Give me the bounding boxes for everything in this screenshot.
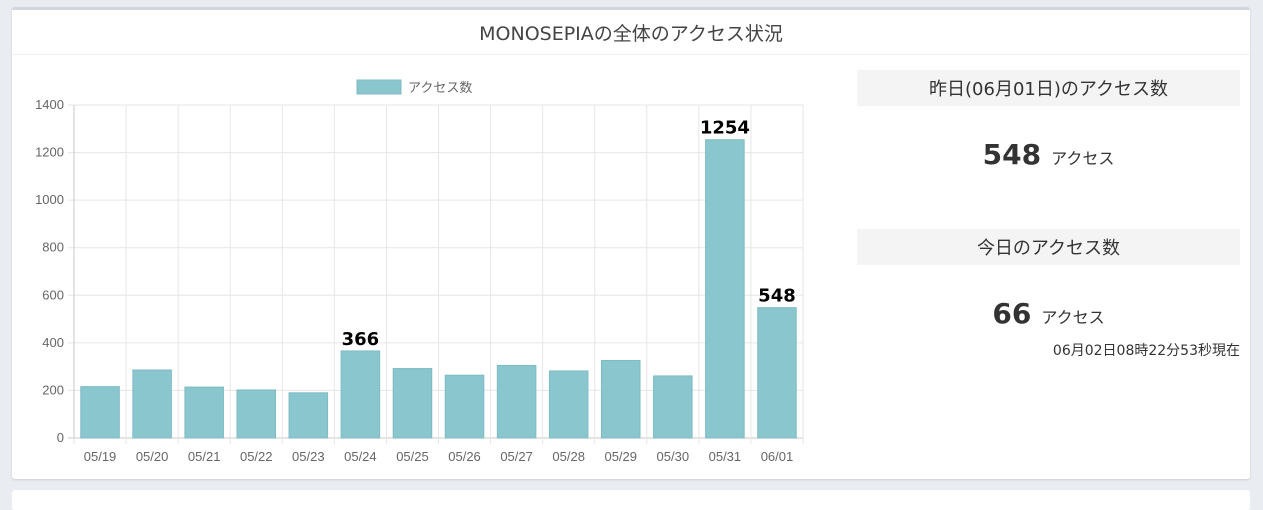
bar-05-25 [392, 368, 433, 439]
x-tick-label: 05/27 [500, 449, 533, 464]
bar-chart-svg: 0 200 400 600 800 1000 1200 1400 05/19 05/20 05/21… [35, 79, 804, 464]
card-header: MONOSEPIAの全体のアクセス状況 [12, 10, 1250, 55]
x-tick-label: 05/21 [188, 449, 221, 464]
yesterday-stat: 548 アクセス [857, 138, 1240, 171]
data-label: 1254 [700, 118, 750, 139]
legend-swatch [356, 79, 402, 95]
y-tick-label: 400 [42, 335, 64, 350]
bar-05-23 [288, 392, 329, 439]
bar-05-29 [600, 359, 641, 439]
x-tick-label: 05/25 [396, 449, 429, 464]
x-tick-label: 05/30 [657, 449, 690, 464]
yesterday-count: 548 [982, 138, 1042, 171]
y-tick-label: 1200 [35, 145, 64, 160]
access-summary-card: MONOSEPIAの全体のアクセス状況 0 200 400 600 800 1000 120… [12, 7, 1250, 479]
bar-05-27 [496, 364, 537, 439]
bar-05-26 [444, 374, 485, 439]
yesterday-heading: 昨日(06月01日)のアクセス数 [857, 70, 1240, 106]
today-count: 66 [992, 297, 1032, 330]
y-tick-label: 800 [42, 240, 64, 255]
bar-05-30 [653, 375, 693, 439]
x-tick-label: 05/26 [448, 449, 481, 464]
y-tick-label: 0 [57, 430, 64, 445]
x-tick-label: 06/01 [761, 449, 794, 464]
bar-05-31 [705, 139, 745, 439]
today-stat: 66 アクセス [857, 297, 1240, 330]
x-tick-label: 05/19 [84, 449, 117, 464]
yesterday-unit: アクセス [1051, 149, 1115, 168]
today-section: 今日のアクセス数 66 アクセス 06月02日08時22分53秒現在 [857, 229, 1240, 360]
bar-05-21 [184, 386, 224, 439]
y-tick-label: 1400 [35, 97, 64, 112]
x-tick-label: 05/22 [240, 449, 273, 464]
bar-05-24 [340, 350, 381, 439]
x-tick-label: 05/29 [604, 449, 637, 464]
x-tick-label: 05/28 [552, 449, 585, 464]
data-label: 366 [342, 329, 380, 350]
x-tick-label: 05/20 [136, 449, 169, 464]
x-tick-label: 05/31 [709, 449, 742, 464]
yesterday-section: 昨日(06月01日)のアクセス数 548 アクセス [857, 70, 1240, 171]
y-tick-label: 1000 [35, 192, 64, 207]
next-card-edge [12, 490, 1250, 510]
today-as-of: 06月02日08時22分53秒現在 [1052, 343, 1240, 359]
y-tick-label: 600 [42, 287, 64, 302]
x-tick-label: 05/24 [344, 449, 377, 464]
panel-title: MONOSEPIAの全体のアクセス状況 [479, 22, 783, 45]
bar-05-28 [548, 370, 589, 439]
y-tick-label: 200 [42, 382, 64, 397]
bar-05-22 [236, 389, 277, 439]
bar-06-01 [757, 307, 797, 439]
bar-05-20 [132, 369, 172, 439]
x-tick-label: 05/23 [292, 449, 325, 464]
today-unit: アクセス [1041, 308, 1105, 327]
data-label: 548 [758, 286, 796, 307]
legend-label: アクセス数 [408, 80, 472, 95]
today-heading: 今日のアクセス数 [857, 229, 1240, 265]
bar-05-19 [80, 386, 120, 439]
